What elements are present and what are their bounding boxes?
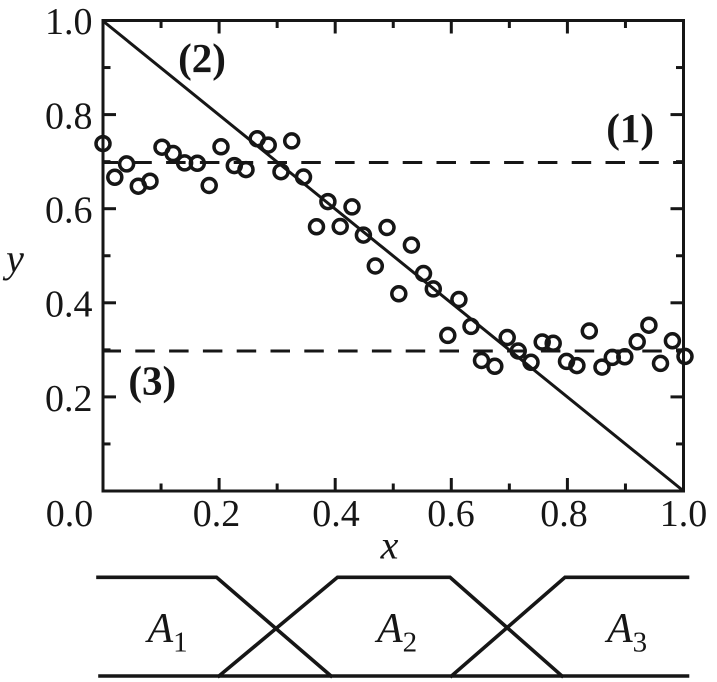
svg-text:y: y: [2, 236, 24, 281]
svg-text:(3): (3): [128, 358, 176, 404]
svg-text:x: x: [380, 523, 399, 568]
svg-text:0.0: 0.0: [46, 493, 94, 535]
svg-text:0.8: 0.8: [540, 493, 588, 535]
svg-text:A2: A2: [374, 606, 417, 659]
svg-text:1.0: 1.0: [45, 1, 93, 43]
svg-text:1.0: 1.0: [660, 493, 708, 535]
svg-text:0.6: 0.6: [427, 493, 475, 535]
svg-text:0.4: 0.4: [45, 284, 93, 326]
svg-text:0.6: 0.6: [45, 190, 93, 232]
svg-text:(2): (2): [178, 35, 226, 81]
svg-text:(1): (1): [606, 105, 654, 151]
svg-text:0.2: 0.2: [45, 378, 93, 420]
svg-text:0.2: 0.2: [193, 493, 241, 535]
svg-text:0.4: 0.4: [312, 493, 360, 535]
svg-text:0.8: 0.8: [45, 95, 93, 137]
